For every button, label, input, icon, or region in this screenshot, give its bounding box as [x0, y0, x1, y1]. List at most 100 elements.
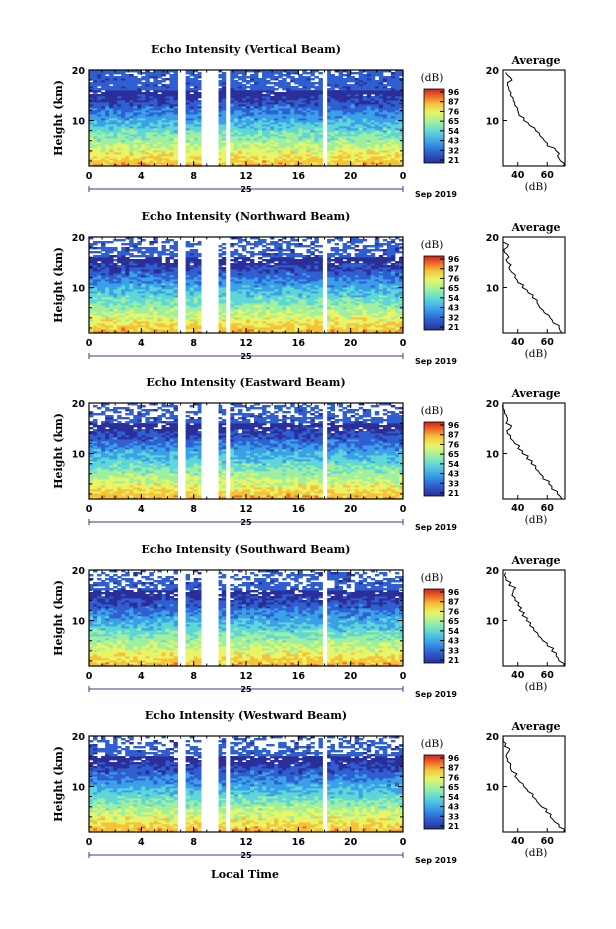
avg-y-tick-label: 20 — [486, 233, 500, 244]
data-gap — [201, 736, 219, 832]
data-gap — [323, 70, 328, 166]
data-gap — [179, 70, 185, 166]
data-gap — [226, 70, 231, 166]
x-tick-label: 16 — [292, 504, 306, 515]
x-tick-label: 8 — [190, 338, 197, 349]
avg-x-tick-label: 60 — [541, 170, 555, 181]
colorbar-tick-label: 21 — [448, 323, 460, 332]
echo-panel: Echo Intensity (Southward Beam) 20 10 Heigh… — [52, 543, 566, 699]
x-tick-label: 16 — [292, 338, 306, 349]
colorbar-tick-label: 96 — [448, 255, 460, 264]
data-gap — [179, 237, 185, 333]
data-gap — [323, 237, 328, 333]
panel-title: Echo Intensity (Eastward Beam) — [146, 376, 345, 389]
avg-x-label: (dB) — [525, 681, 548, 693]
echo-panel: Echo Intensity (Vertical Beam) 20 10 Height… — [52, 43, 566, 199]
colorbar — [423, 255, 445, 331]
x-tick-label: 20 — [344, 671, 358, 682]
y-axis-label: Height (km) — [52, 80, 65, 156]
data-gap — [201, 70, 219, 166]
x-tick-label: 12 — [239, 338, 252, 349]
avg-profile-line — [502, 738, 566, 833]
data-gap — [226, 570, 231, 666]
y-tick-label: 20 — [72, 233, 86, 244]
y-tick-label: 10 — [72, 284, 86, 295]
panel-title: Echo Intensity (Westward Beam) — [145, 709, 347, 722]
x-tick-label: 0 — [400, 671, 407, 682]
avg-y-tick-label: 20 — [486, 399, 500, 410]
x-tick-label: 0 — [86, 504, 93, 515]
x-tick-label: 8 — [190, 504, 197, 515]
data-gap — [201, 403, 219, 499]
colorbar-tick-label: 76 — [448, 107, 460, 116]
x-tick-label: 0 — [400, 338, 407, 349]
x-tick-label: 8 — [190, 671, 197, 682]
x-tick-label: 8 — [190, 171, 197, 182]
x-tick-label: 12 — [239, 837, 252, 848]
avg-profile-line — [502, 239, 563, 334]
colorbar-unit: (dB) — [421, 239, 444, 251]
colorbar-tick-label: 87 — [448, 265, 459, 274]
echo-panel: Echo Intensity (Northward Beam) 20 10 Heigh… — [52, 210, 566, 366]
colorbar-tick-label: 33 — [448, 812, 459, 821]
y-tick-label: 20 — [72, 566, 86, 577]
avg-y-tick-label: 10 — [486, 617, 500, 628]
x-tick-label: 8 — [190, 837, 197, 848]
y-tick-label: 10 — [72, 117, 86, 128]
avg-x-label: (dB) — [525, 847, 548, 859]
colorbar-unit: (dB) — [421, 72, 444, 84]
date-month: Sep 2019 — [415, 523, 457, 532]
x-tick-label: 0 — [86, 171, 93, 182]
colorbar-tick-label: 43 — [448, 304, 459, 313]
x-tick-label: 16 — [292, 671, 306, 682]
x-tick-label: 4 — [138, 671, 145, 682]
avg-frame — [502, 735, 566, 833]
heatmap-field — [89, 736, 404, 833]
colorbar-tick-label: 96 — [448, 754, 460, 763]
y-tick-label: 10 — [72, 450, 86, 461]
colorbar-tick-label: 33 — [448, 646, 459, 655]
colorbar-tick-label: 54 — [448, 793, 460, 802]
colorbar-tick-label: 54 — [448, 127, 460, 136]
colorbar-tick-label: 43 — [448, 803, 459, 812]
x-tick-label: 20 — [344, 837, 358, 848]
x-tick-label: 20 — [344, 338, 358, 349]
date-day: 25 — [240, 851, 252, 860]
avg-x-tick-label: 40 — [511, 670, 525, 681]
x-tick-label: 0 — [400, 837, 407, 848]
y-axis-label: Height (km) — [52, 580, 65, 656]
x-tick-label: 12 — [239, 171, 252, 182]
x-tick-label: 4 — [138, 837, 145, 848]
panel-title: Echo Intensity (Vertical Beam) — [151, 43, 341, 56]
date-day: 25 — [240, 685, 252, 694]
colorbar-tick-label: 76 — [448, 274, 460, 283]
colorbar-unit: (dB) — [421, 572, 444, 584]
colorbar-tick-label: 21 — [448, 822, 460, 831]
data-gap — [179, 736, 185, 832]
avg-y-tick-label: 10 — [486, 284, 500, 295]
x-tick-label: 0 — [86, 837, 93, 848]
avg-title: Average — [510, 720, 560, 733]
heatmap-field — [89, 403, 404, 500]
panel-title: Echo Intensity (Northward Beam) — [142, 210, 351, 223]
heatmap-field — [89, 237, 404, 334]
avg-x-label: (dB) — [525, 348, 548, 360]
colorbar-tick-label: 65 — [448, 284, 460, 293]
avg-y-tick-label: 20 — [486, 566, 500, 577]
panel-title: Echo Intensity (Southward Beam) — [142, 543, 351, 556]
colorbar-tick-label: 87 — [448, 764, 459, 773]
avg-frame — [502, 236, 566, 334]
avg-x-label: (dB) — [525, 181, 548, 193]
data-gap — [323, 570, 328, 666]
avg-frame — [502, 69, 566, 167]
x-tick-label: 12 — [239, 504, 252, 515]
heatmap-field — [89, 70, 404, 167]
colorbar-tick-label: 54 — [448, 294, 460, 303]
avg-x-tick-label: 60 — [541, 670, 555, 681]
avg-y-tick-label: 10 — [486, 117, 500, 128]
x-tick-label: 4 — [138, 504, 145, 515]
colorbar-tick-label: 87 — [448, 98, 459, 107]
avg-x-tick-label: 40 — [511, 503, 525, 514]
data-gap — [179, 570, 185, 666]
data-gap — [226, 237, 231, 333]
